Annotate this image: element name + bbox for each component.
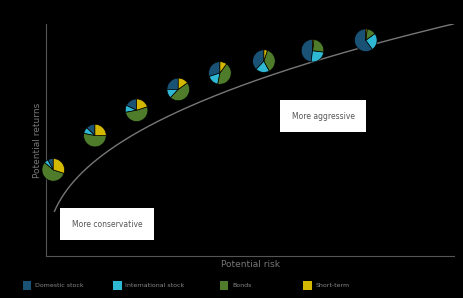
Wedge shape <box>313 39 314 51</box>
Wedge shape <box>126 99 137 110</box>
Wedge shape <box>170 83 189 101</box>
Wedge shape <box>84 128 95 136</box>
Wedge shape <box>366 34 377 49</box>
Wedge shape <box>366 29 367 40</box>
Wedge shape <box>209 62 220 77</box>
Text: Bonds: Bonds <box>232 283 251 288</box>
Text: More conservative: More conservative <box>72 220 143 229</box>
Wedge shape <box>125 105 137 112</box>
Wedge shape <box>87 124 95 136</box>
Wedge shape <box>178 78 188 89</box>
Wedge shape <box>84 134 106 147</box>
Wedge shape <box>264 50 268 61</box>
Text: Short-term: Short-term <box>315 283 350 288</box>
Wedge shape <box>264 50 275 71</box>
Wedge shape <box>53 159 64 173</box>
Wedge shape <box>137 99 147 110</box>
Wedge shape <box>220 62 226 73</box>
Wedge shape <box>48 159 53 170</box>
Wedge shape <box>42 163 64 181</box>
Wedge shape <box>167 78 178 89</box>
Wedge shape <box>366 29 375 40</box>
Text: International stock: International stock <box>125 283 185 288</box>
Wedge shape <box>167 89 178 98</box>
Text: Domestic stock: Domestic stock <box>35 283 84 288</box>
Wedge shape <box>125 107 148 122</box>
Wedge shape <box>355 29 372 52</box>
Wedge shape <box>313 39 324 52</box>
Y-axis label: Potential returns: Potential returns <box>33 103 42 178</box>
Wedge shape <box>253 50 264 69</box>
Wedge shape <box>44 160 53 170</box>
Wedge shape <box>209 73 220 84</box>
Wedge shape <box>301 39 313 62</box>
Wedge shape <box>311 51 324 62</box>
Text: More aggressive: More aggressive <box>292 112 355 121</box>
Wedge shape <box>95 124 106 136</box>
Wedge shape <box>218 64 231 84</box>
Wedge shape <box>256 61 269 72</box>
X-axis label: Potential risk: Potential risk <box>220 260 280 269</box>
